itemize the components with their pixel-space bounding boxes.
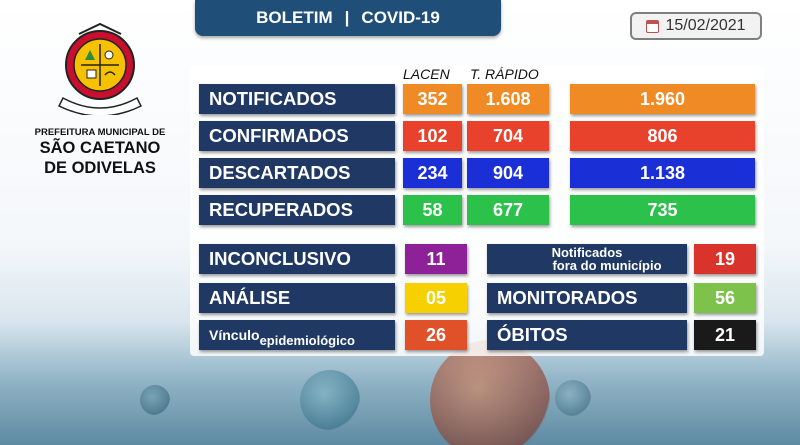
header-boletim: BOLETIM xyxy=(256,8,333,27)
row-label-fora-municipio: Notificados fora do município xyxy=(487,244,687,274)
column-header-rapido: T. RÁPIDO xyxy=(470,66,539,82)
value-recuperados-lacen: 58 xyxy=(403,195,462,225)
value-confirmados-lacen: 102 xyxy=(403,121,462,151)
date-text: 15/02/2021 xyxy=(665,17,746,34)
date-badge: 15/02/2021 xyxy=(630,12,762,40)
value-descartados-total: 1.138 xyxy=(570,158,755,188)
column-header-lacen: LACEN xyxy=(403,66,450,82)
row-label-confirmados: CONFIRMADOS xyxy=(199,121,395,151)
background-virus xyxy=(140,385,170,415)
row-label-analise: ANÁLISE xyxy=(199,283,395,313)
calendar-icon xyxy=(646,19,660,33)
value-recuperados-total: 735 xyxy=(570,195,755,225)
value-notificados-lacen: 352 xyxy=(403,84,462,114)
value-obitos: 21 xyxy=(694,320,756,350)
value-inconclusivo: 11 xyxy=(405,244,467,274)
row-label-recuperados: RECUPERADOS xyxy=(199,195,395,225)
value-confirmados-total: 806 xyxy=(570,121,755,151)
vinculo-main: Vínculo xyxy=(209,327,260,343)
header-separator: | xyxy=(344,8,350,27)
value-recuperados-rapido: 677 xyxy=(467,195,549,225)
background-virus xyxy=(430,340,550,445)
value-fora-municipio: 19 xyxy=(694,244,756,274)
background-virus xyxy=(300,370,360,430)
vinculo-sub: epidemiológico xyxy=(259,332,355,348)
row-label-obitos: ÓBITOS xyxy=(487,320,687,350)
value-notificados-rapido: 1.608 xyxy=(467,84,549,114)
org-city-line1: SÃO CAETANO xyxy=(39,139,161,157)
row-label-monitorados: MONITORADOS xyxy=(487,283,687,313)
value-vinculo: 26 xyxy=(405,320,467,350)
municipality-block: PREFEITURA MUNICIPAL DE SÃO CAETANO DE O… xyxy=(20,20,180,178)
value-analise: 05 xyxy=(405,283,467,313)
fora-municipio-line1: Notificados xyxy=(551,245,623,260)
background-virus xyxy=(555,380,591,416)
value-descartados-lacen: 234 xyxy=(403,158,462,188)
row-label-descartados: DESCARTADOS xyxy=(199,158,395,188)
value-descartados-rapido: 904 xyxy=(467,158,549,188)
municipal-seal-logo xyxy=(57,22,143,115)
fora-municipio-line2: fora do município xyxy=(552,258,662,273)
value-monitorados: 56 xyxy=(694,283,756,313)
org-city-line2: DE ODIVELAS xyxy=(44,159,156,177)
value-notificados-total: 1.960 xyxy=(570,84,755,114)
row-label-notificados: NOTIFICADOS xyxy=(199,84,395,114)
row-label-vinculo: Vínculo epidemiológico xyxy=(199,320,395,350)
header-covid: COVID-19 xyxy=(361,8,440,27)
header-title: BOLETIM | COVID-19 xyxy=(195,0,501,36)
org-prefeitura: PREFEITURA MUNICIPAL DE xyxy=(34,127,166,138)
row-label-inconclusivo: INCONCLUSIVO xyxy=(199,244,395,274)
value-confirmados-rapido: 704 xyxy=(467,121,549,151)
